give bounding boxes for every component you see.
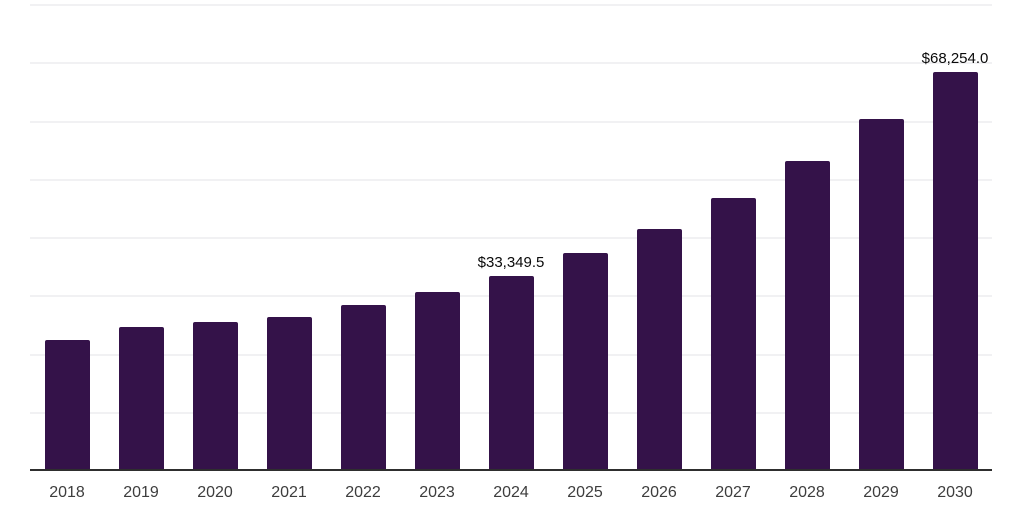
gridline (30, 4, 992, 6)
x-tick-2026: 2026 (641, 484, 677, 501)
bar-2019 (118, 326, 164, 470)
bar-2030 (932, 72, 978, 470)
bar-slot-2029 (844, 4, 918, 470)
bar-2021 (266, 316, 312, 470)
x-tick-2021: 2021 (271, 484, 307, 501)
bar-slot-2019 (104, 4, 178, 470)
plot-area: $33,349.5 $68,254.0 (30, 4, 992, 470)
bar-slot-2030 (918, 4, 992, 470)
x-tick-2025: 2025 (567, 484, 603, 501)
bar-slot-2026 (622, 4, 696, 470)
gridline (30, 178, 992, 181)
bar-2028 (784, 161, 830, 470)
bar-slot-2022 (326, 4, 400, 470)
x-tick-2020: 2020 (197, 484, 233, 501)
x-axis-labels: 2018 2019 2020 2021 2022 2023 2024 2025 2026 2027… (30, 483, 992, 503)
bar-slot-2021 (252, 4, 326, 470)
x-tick-2030: 2030 (937, 484, 973, 501)
bar-2026 (636, 228, 682, 470)
x-tick-2023: 2023 (419, 484, 455, 501)
bar-2029 (858, 118, 904, 470)
x-tick-2027: 2027 (715, 484, 751, 501)
bar-2024 (488, 275, 534, 470)
x-tick-2019: 2019 (123, 484, 159, 501)
value-label-2030: $68,254.0 (921, 50, 989, 68)
gridline (30, 62, 992, 65)
x-tick-2022: 2022 (345, 484, 381, 501)
bar-2027 (710, 197, 756, 470)
bars-container (30, 4, 992, 470)
bar-2018 (44, 340, 90, 470)
bar-slot-2028 (770, 4, 844, 470)
bar-2020 (192, 322, 238, 470)
x-axis-line (30, 469, 992, 471)
bar-2023 (414, 292, 460, 470)
x-tick-2024: 2024 (493, 484, 529, 501)
x-tick-2018: 2018 (49, 484, 85, 501)
bar-2022 (340, 305, 386, 470)
x-tick-2028: 2028 (789, 484, 825, 501)
bar-slot-2023 (400, 4, 474, 470)
gridline (30, 120, 992, 123)
value-label-2024: $33,349.5 (477, 253, 545, 271)
bar-slot-2027 (696, 4, 770, 470)
bar-slot-2018 (30, 4, 104, 470)
x-tick-2029: 2029 (863, 484, 899, 501)
bar-slot-2020 (178, 4, 252, 470)
bar-slot-2025 (548, 4, 622, 470)
bar-2025 (562, 252, 608, 470)
bar-slot-2024 (474, 4, 548, 470)
gridline (30, 237, 992, 239)
